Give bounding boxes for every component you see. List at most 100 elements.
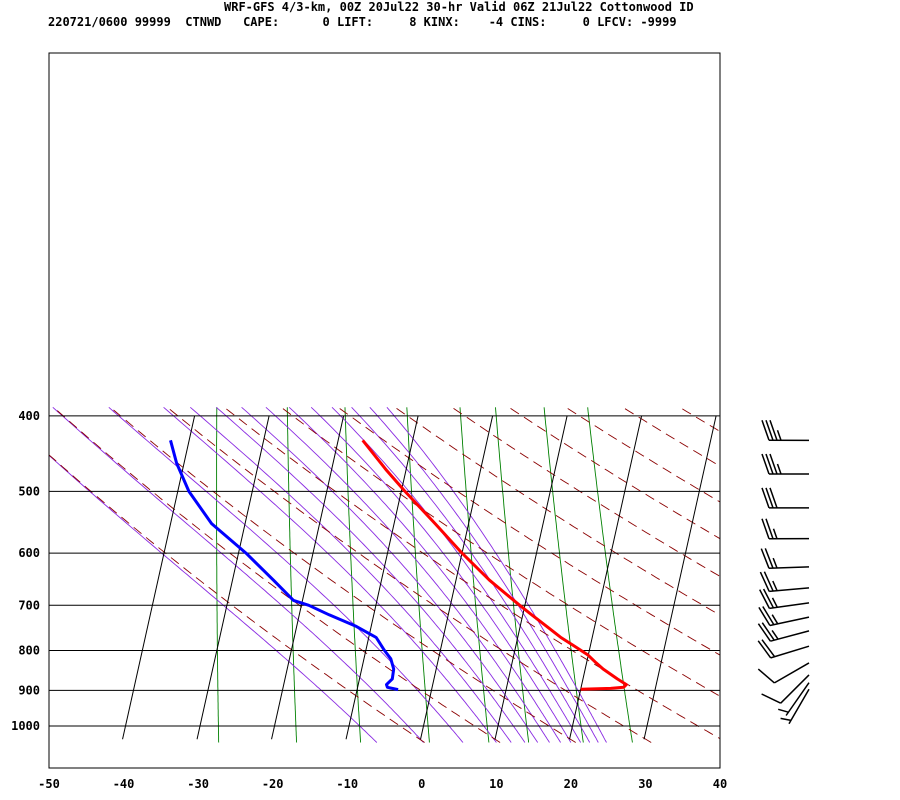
mixing-ratio-line (495, 407, 530, 743)
y-tick-label: 600 (18, 546, 40, 560)
moist-adiabat (216, 406, 526, 743)
wind-barb-staff (774, 662, 810, 684)
mixing-ratio-line (286, 407, 298, 743)
wind-barb-feather (772, 528, 778, 539)
mixing-ratio-line (543, 407, 584, 743)
wind-barb (757, 639, 810, 659)
wind-barb-feather (757, 640, 772, 659)
wind-barb-feather (762, 588, 775, 609)
wind-barb-feather (761, 487, 770, 509)
isotherm-line (345, 415, 419, 740)
wind-barb (758, 606, 810, 627)
plot-frame (48, 52, 721, 769)
wind-barb-staff (788, 688, 810, 725)
isotherm-line (271, 415, 345, 740)
wind-barb-staff (785, 682, 810, 716)
wind-barb-staff (780, 674, 810, 704)
wind-barb-feather (761, 420, 770, 441)
wind-barb-feather (761, 518, 770, 539)
x-tick-label: -20 (262, 777, 284, 791)
moist-adiabats (49, 406, 607, 743)
wind-barb-feather (780, 717, 792, 722)
wind-barb (777, 682, 810, 716)
wind-barb-feather (769, 487, 778, 509)
wind-barb-feather (764, 548, 774, 569)
wind-barb-feather (760, 548, 770, 569)
wind-barb-feather (762, 606, 775, 625)
wind-barb-staff (769, 616, 810, 627)
moist-adiabat (351, 406, 591, 743)
dry-adiabat (280, 406, 720, 697)
wind-barb-feather (759, 571, 770, 592)
moist-adiabat (52, 406, 424, 743)
wind-barb-feather (765, 453, 774, 475)
isotherm-line (643, 415, 717, 740)
wind-barb-feather (771, 629, 779, 640)
x-axis-tick-labels: -50 -40 -30 -20 -10 0 10 20 30 40 (38, 777, 727, 791)
wind-barb-feather (765, 420, 774, 441)
wind-barb-feather (771, 614, 779, 625)
wind-barb-feather (772, 580, 778, 592)
wind-barb-feather (761, 639, 776, 658)
wind-barb-feather (777, 708, 789, 713)
wind-barb-staff (769, 587, 810, 593)
wind-barb (759, 571, 810, 593)
wind-barb-feather (758, 607, 771, 626)
x-tick-label: 10 (489, 777, 503, 791)
mixing-ratio-line (406, 407, 430, 743)
isotherm-line (420, 415, 494, 740)
wind-barb-feather (769, 453, 778, 475)
wind-barbs (757, 420, 810, 725)
x-tick-label: 20 (564, 777, 578, 791)
wind-barb (760, 548, 810, 570)
wind-barb-feather (776, 463, 782, 475)
wind-barb-feather (765, 518, 774, 539)
wind-barb-feather (757, 668, 775, 684)
y-tick-label: 500 (18, 484, 40, 498)
wind-barb (761, 453, 810, 475)
wind-barb (761, 420, 810, 442)
wind-barb-feather (776, 430, 782, 441)
dewpoint-profile (169, 439, 399, 692)
y-axis-tick-labels: 400 500 600 700 800 900 1000 (11, 409, 40, 733)
isotherm-line (196, 415, 270, 740)
dry-adiabat (53, 406, 501, 743)
mixing-ratio-line (216, 407, 220, 743)
wind-barb-staff (769, 602, 810, 610)
wind-barb (780, 688, 810, 725)
temperature-profile (361, 439, 628, 691)
dry-adiabats (49, 406, 720, 743)
isobar-isotherm-grid (49, 415, 720, 740)
moist-adiabat (163, 406, 497, 743)
wind-barb-feather (761, 453, 770, 475)
moist-adiabat (288, 406, 561, 743)
wind-barb-feather (761, 622, 775, 641)
x-tick-label: 0 (418, 777, 425, 791)
wind-barb (761, 487, 810, 509)
wind-barb-feather (761, 693, 782, 704)
y-tick-label: 900 (18, 683, 40, 697)
chart-title: WRF-GFS 4/3-km, 00Z 20Jul22 30-hr Valid … (224, 0, 694, 14)
x-tick-label: -40 (113, 777, 135, 791)
x-tick-label: -50 (38, 777, 60, 791)
sounding-profiles (169, 439, 628, 692)
wind-barb (761, 518, 810, 540)
moist-adiabat (331, 406, 581, 743)
x-tick-label: 30 (638, 777, 652, 791)
wind-barb-feather (757, 623, 772, 642)
wind-barb-feather (772, 557, 778, 569)
y-tick-label: 800 (18, 643, 40, 657)
wind-barb-feather (759, 589, 771, 609)
y-tick-label: 400 (18, 409, 40, 423)
x-tick-label: 40 (713, 777, 727, 791)
dry-adiabat (451, 406, 720, 577)
mixing-ratio-line (344, 407, 362, 743)
isotherm-line (494, 415, 568, 740)
wind-barb (761, 674, 810, 704)
y-tick-label: 700 (18, 598, 40, 612)
wind-barb-feather (763, 571, 774, 592)
isotherm-line (122, 415, 196, 740)
wind-barb (759, 588, 810, 610)
x-tick-label: -30 (187, 777, 209, 791)
